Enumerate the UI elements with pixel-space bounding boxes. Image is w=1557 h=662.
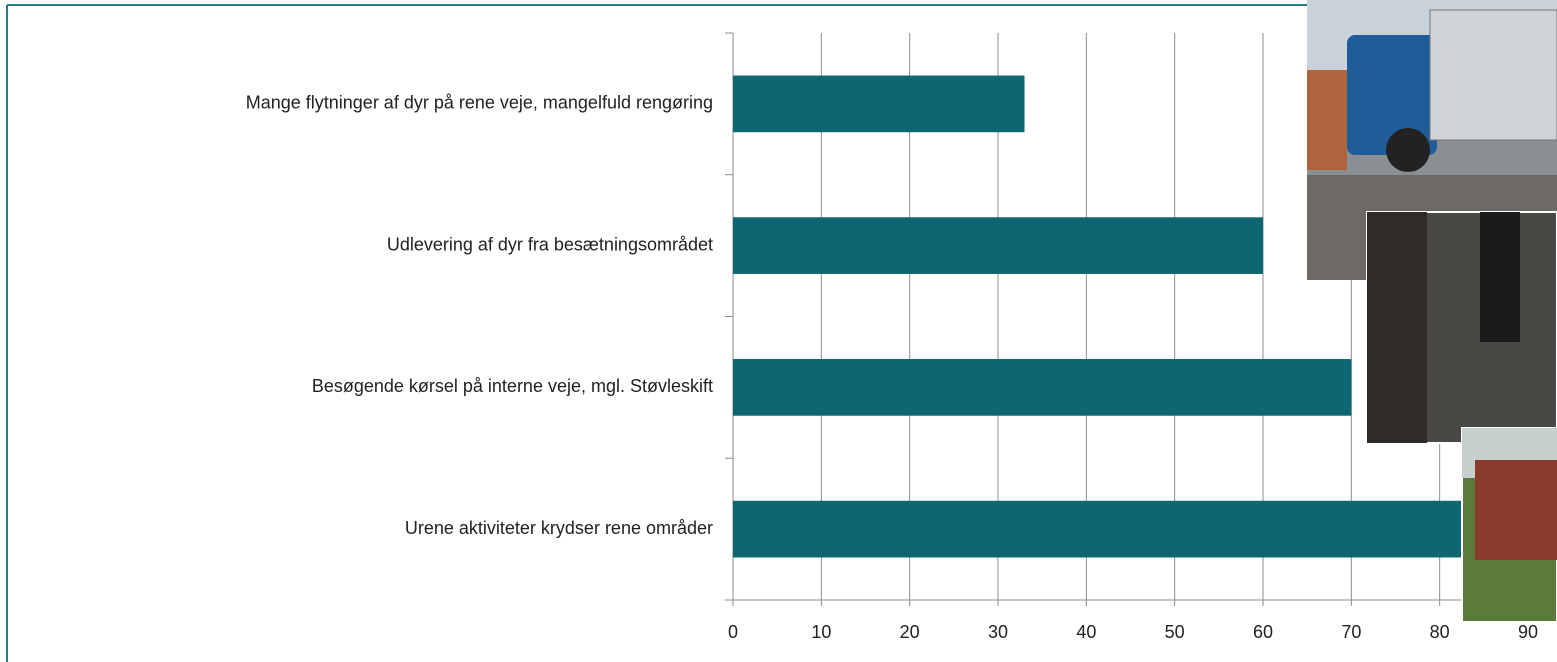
- bar: [733, 217, 1263, 274]
- x-tick-label: 70: [1341, 622, 1361, 642]
- bar: [733, 75, 1025, 133]
- y-tick-label: Urene aktiviteter krydser rene områder: [405, 518, 713, 538]
- plot: 0 10 20 30 40 50 60 70 80 90 Mange flytninger af d…: [246, 32, 1538, 642]
- photo-box: [1429, 9, 1557, 141]
- bar: [733, 359, 1352, 416]
- x-tick-label: 80: [1430, 622, 1450, 642]
- y-tick-label: Udlevering af dyr fra besætningsområdet: [387, 234, 713, 254]
- photo-legs: [1480, 212, 1520, 342]
- photo-wheel: [1386, 128, 1430, 172]
- x-tick-label: 40: [1076, 622, 1096, 642]
- photos: [1307, 0, 1557, 623]
- photo-red-crate: [1475, 460, 1557, 560]
- y-tick-label: Mange flytninger af dyr på rene veje, ma…: [246, 93, 713, 113]
- x-tick-label: 90: [1518, 622, 1538, 642]
- photo-building: [1307, 70, 1347, 170]
- x-tick-label: 50: [1165, 622, 1185, 642]
- x-tick-label: 30: [988, 622, 1008, 642]
- photo-door: [1367, 212, 1427, 443]
- x-tick-label: 10: [811, 622, 831, 642]
- photo-cab: [1347, 35, 1437, 155]
- bar: [733, 500, 1484, 558]
- x-tick-label: 60: [1253, 622, 1273, 642]
- x-tick-label: 0: [728, 622, 738, 642]
- x-tick-label: 20: [900, 622, 920, 642]
- y-tick-label: Besøgende kørsel på interne veje, mgl. S…: [312, 376, 713, 396]
